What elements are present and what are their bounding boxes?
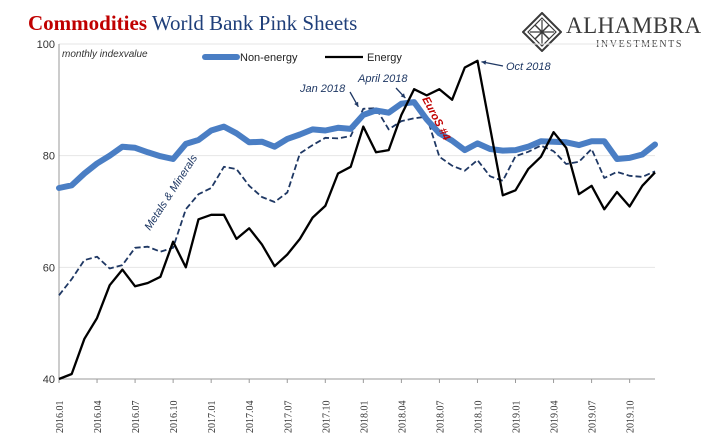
x-tick-label: 2017.01 — [207, 401, 218, 434]
title-commodities: Commodities — [28, 11, 147, 35]
y-tick-label: 80 — [43, 151, 55, 163]
x-tick-label: 2018.01 — [359, 401, 370, 434]
annotation-oct-2018: Oct 2018 — [506, 61, 552, 73]
title-world-bank: World Bank Pink Sheets — [151, 11, 358, 35]
annotation-jan-2018: Jan 2018 — [299, 83, 346, 95]
annotation-metals-minerals: Metals & Minerals — [142, 152, 200, 232]
x-tick-label: 2017.07 — [283, 401, 294, 434]
legend-label-energy: Energy — [367, 52, 402, 64]
non-energy-line — [56, 99, 658, 191]
x-tick-label: 2019.07 — [588, 401, 599, 434]
y-tick-label: 40 — [43, 374, 55, 386]
x-tick-label: 2018.10 — [473, 401, 484, 434]
y-tick-label: 100 — [37, 39, 55, 51]
x-tick-label: 2019.01 — [512, 401, 523, 434]
brand-name: ALHAMBRA — [566, 13, 702, 38]
chart-title: Commodities World Bank Pink Sheets — [28, 10, 357, 36]
energy-line — [58, 59, 656, 381]
annotation-april-2018: April 2018 — [357, 73, 408, 85]
x-tick-label: 2019.04 — [550, 401, 561, 434]
annotation-april-2018-arrow-head — [400, 93, 406, 99]
annotation-jan-2018-arrow-head — [354, 101, 359, 107]
x-tick-label: 2017.04 — [245, 401, 256, 434]
annotation-oct-2018-arrow-head — [481, 60, 487, 65]
y-tick-label: 60 — [43, 262, 55, 274]
x-tick-label: 2016.01 — [55, 401, 66, 434]
x-tick-label: 2018.04 — [397, 401, 408, 434]
x-tick-label: 2016.07 — [131, 401, 142, 434]
x-tick-label: 2016.04 — [93, 401, 104, 434]
y-axis-label: monthly indexvalue — [62, 49, 148, 60]
alhambra-diamond-icon — [522, 12, 562, 52]
x-tick-label: 2016.10 — [169, 401, 180, 434]
x-tick-label: 2019.10 — [626, 401, 637, 434]
legend-label-non-energy: Non-energy — [240, 52, 298, 64]
x-tick-label: 2018.07 — [435, 401, 446, 434]
x-tick-label: 2017.10 — [321, 401, 332, 434]
